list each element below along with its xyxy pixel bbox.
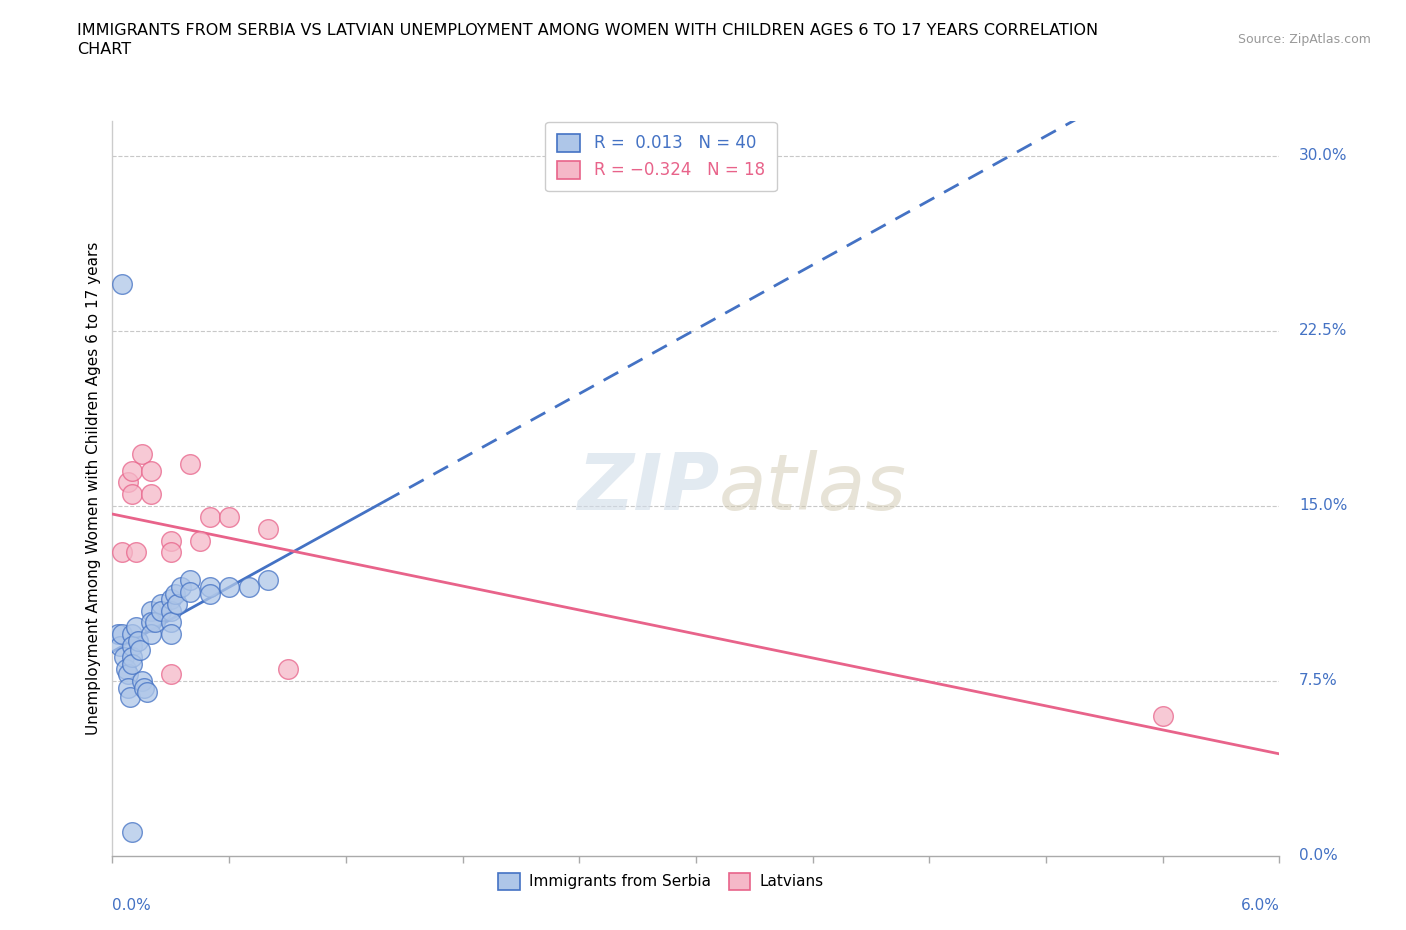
Point bbox=[179, 457, 201, 472]
Point bbox=[125, 619, 148, 634]
Point bbox=[125, 545, 148, 560]
Point bbox=[276, 661, 298, 676]
Point bbox=[131, 673, 153, 688]
Point bbox=[257, 573, 280, 588]
Text: ZIP: ZIP bbox=[576, 450, 720, 526]
Point bbox=[150, 596, 173, 611]
Point bbox=[121, 657, 143, 671]
Point bbox=[121, 627, 143, 642]
Point bbox=[141, 615, 163, 630]
Point bbox=[179, 573, 201, 588]
Point bbox=[107, 627, 129, 642]
Point bbox=[131, 447, 153, 462]
Text: 6.0%: 6.0% bbox=[1240, 897, 1279, 912]
Point bbox=[160, 666, 183, 681]
Point bbox=[121, 650, 143, 665]
Point bbox=[121, 825, 143, 840]
Point bbox=[121, 638, 143, 653]
Point bbox=[198, 580, 221, 595]
Point bbox=[218, 580, 240, 595]
Point bbox=[198, 510, 221, 525]
Point bbox=[1152, 709, 1174, 724]
Text: 30.0%: 30.0% bbox=[1299, 149, 1347, 164]
Point bbox=[218, 510, 240, 525]
Text: 7.5%: 7.5% bbox=[1299, 673, 1337, 688]
Point bbox=[141, 627, 163, 642]
Point bbox=[121, 463, 143, 478]
Point bbox=[188, 533, 211, 548]
Text: CHART: CHART bbox=[77, 42, 131, 57]
Point bbox=[166, 596, 188, 611]
Point bbox=[110, 638, 132, 653]
Point bbox=[141, 604, 163, 618]
Point bbox=[111, 627, 134, 642]
Point bbox=[179, 585, 201, 600]
Point bbox=[121, 486, 143, 501]
Point bbox=[141, 486, 163, 501]
Point bbox=[117, 666, 139, 681]
Point bbox=[257, 522, 280, 537]
Point bbox=[150, 604, 173, 618]
Legend: Immigrants from Serbia, Latvians: Immigrants from Serbia, Latvians bbox=[492, 867, 830, 896]
Text: 0.0%: 0.0% bbox=[1299, 848, 1337, 863]
Text: atlas: atlas bbox=[720, 450, 907, 526]
Point bbox=[143, 615, 166, 630]
Point bbox=[141, 463, 163, 478]
Point bbox=[238, 580, 260, 595]
Text: 15.0%: 15.0% bbox=[1299, 498, 1347, 513]
Point bbox=[160, 615, 183, 630]
Point bbox=[132, 680, 155, 695]
Point bbox=[115, 661, 138, 676]
Point bbox=[136, 684, 159, 699]
Point bbox=[160, 545, 183, 560]
Point bbox=[111, 545, 134, 560]
Text: IMMIGRANTS FROM SERBIA VS LATVIAN UNEMPLOYMENT AMONG WOMEN WITH CHILDREN AGES 6 : IMMIGRANTS FROM SERBIA VS LATVIAN UNEMPL… bbox=[77, 23, 1098, 38]
Point bbox=[169, 580, 191, 595]
Point bbox=[128, 643, 150, 658]
Point bbox=[118, 689, 141, 704]
Text: Source: ZipAtlas.com: Source: ZipAtlas.com bbox=[1237, 33, 1371, 46]
Point bbox=[160, 627, 183, 642]
Point bbox=[160, 591, 183, 606]
Point bbox=[160, 533, 183, 548]
Point bbox=[160, 604, 183, 618]
Point bbox=[117, 475, 139, 490]
Y-axis label: Unemployment Among Women with Children Ages 6 to 17 years: Unemployment Among Women with Children A… bbox=[86, 242, 101, 735]
Point bbox=[127, 633, 149, 648]
Text: 0.0%: 0.0% bbox=[112, 897, 152, 912]
Text: 22.5%: 22.5% bbox=[1299, 324, 1347, 339]
Point bbox=[117, 680, 139, 695]
Point bbox=[111, 277, 134, 292]
Point bbox=[198, 587, 221, 602]
Point bbox=[163, 587, 186, 602]
Point bbox=[112, 650, 135, 665]
